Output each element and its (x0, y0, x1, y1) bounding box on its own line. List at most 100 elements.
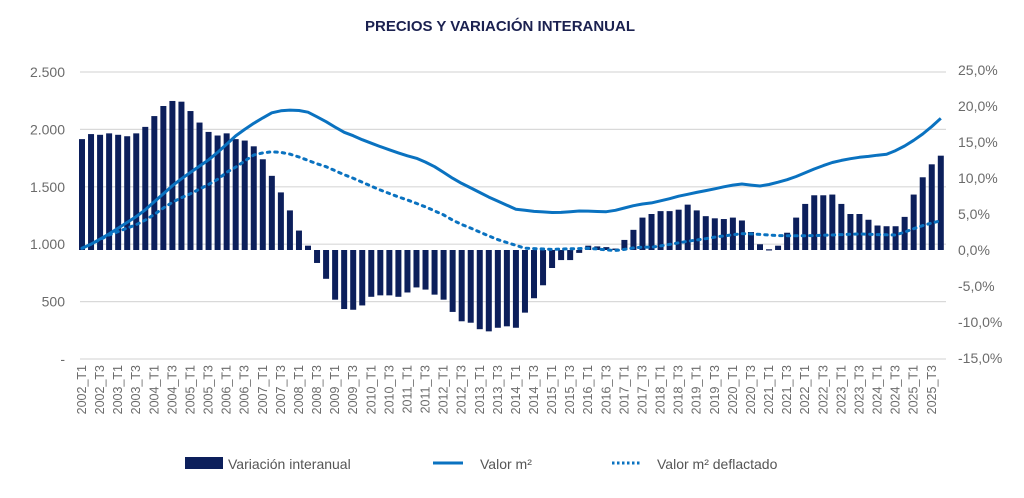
bar (621, 239, 628, 250)
x-tick-label: 2012_T3 (455, 365, 469, 414)
x-tick-label: 2013_T1 (473, 365, 487, 414)
bar (883, 226, 890, 250)
bar (657, 211, 664, 250)
line-valor-m2-deflactado (80, 150, 943, 253)
bar (404, 250, 411, 293)
right-tick-label: 10,0% (958, 170, 998, 186)
bar (368, 250, 375, 297)
bar (693, 210, 700, 250)
x-tick-label: 2005_T3 (202, 365, 216, 414)
x-tick-label: 2008_T3 (310, 365, 324, 414)
bar (784, 232, 791, 250)
bar (295, 230, 302, 250)
bar (494, 250, 501, 328)
bar (937, 155, 944, 250)
x-tick-label: 2006_T1 (220, 365, 234, 414)
bar (503, 250, 510, 327)
bar (811, 195, 818, 250)
bar (576, 250, 583, 253)
bar (775, 245, 782, 250)
bar (684, 204, 691, 250)
legend-item-variacion[interactable]: Variación interanual (185, 456, 351, 472)
x-tick-label: 2002_T3 (93, 365, 107, 414)
bar (874, 225, 881, 250)
x-tick-label: 2005_T1 (183, 365, 197, 414)
bar (540, 250, 547, 286)
bar (919, 177, 926, 250)
bar (142, 126, 149, 250)
legend-label: Valor m² (480, 456, 532, 472)
bar (422, 250, 429, 290)
bar (766, 249, 773, 251)
bar (431, 250, 438, 295)
bar (747, 232, 754, 250)
bar (250, 146, 257, 250)
x-tick-label: 2004_T1 (147, 365, 161, 414)
x-tick-label: 2015_T3 (563, 365, 577, 414)
bar (305, 245, 311, 250)
x-tick-label: 2013_T3 (491, 365, 505, 414)
bar (910, 194, 917, 250)
bar (79, 139, 85, 250)
bar (449, 250, 456, 312)
legend-item-valor[interactable]: Valor m² (433, 456, 532, 472)
bar (413, 250, 420, 288)
bar (277, 192, 284, 250)
right-tick-label: -5,0% (958, 278, 995, 294)
legend: Variación interanual Valor m² Valor m² d… (185, 456, 778, 472)
x-tick-label: 2020_T1 (726, 365, 740, 414)
x-tick-label: 2014_T1 (509, 365, 523, 414)
x-tick-label: 2024_T1 (871, 365, 885, 414)
bar (241, 140, 248, 250)
x-tick-label: 2010_T3 (382, 365, 396, 414)
x-tick-label: 2024_T3 (889, 365, 903, 414)
bar (268, 175, 275, 250)
x-tick-label: 2007_T3 (274, 365, 288, 414)
bar (738, 220, 745, 250)
x-tick-label: 2002_T1 (75, 365, 89, 414)
bar (223, 133, 230, 250)
x-tick-label: 2025_T1 (907, 365, 921, 414)
bar (711, 218, 718, 250)
bar (567, 250, 574, 261)
line-series (80, 108, 943, 253)
right-axis: -15,0% -10,0% -5,0% 0,0% 5,0% 10,0% 15,0% 20,0%… (958, 62, 1002, 366)
x-tick-label: 2020_T3 (744, 365, 758, 414)
right-tick-label: -10,0% (958, 314, 1002, 330)
bar (838, 203, 845, 250)
x-tick-label: 2006_T3 (238, 365, 252, 414)
bar (512, 250, 519, 328)
x-tick-label: 2007_T1 (256, 365, 270, 414)
bar (97, 134, 104, 250)
bar (720, 219, 727, 250)
x-tick-label: 2011_T3 (419, 365, 433, 413)
bar (793, 217, 800, 250)
bar (314, 250, 321, 263)
bar (757, 244, 763, 250)
x-tick-label: 2022_T1 (798, 365, 812, 414)
x-tick-label: 2003_T1 (111, 365, 125, 414)
legend-item-deflactado[interactable]: Valor m² deflactado (612, 456, 778, 472)
bar (133, 133, 140, 250)
bar (160, 106, 167, 250)
bar (359, 250, 366, 306)
x-tick-label: 2017_T1 (617, 365, 631, 414)
bar (88, 134, 95, 250)
right-tick-label: 0,0% (958, 242, 990, 258)
x-tick-label: 2015_T1 (545, 365, 559, 414)
legend-label: Valor m² deflactado (657, 456, 778, 472)
bar (829, 194, 836, 250)
bar (196, 122, 203, 250)
bar (332, 250, 339, 300)
bar (115, 134, 122, 250)
bar (440, 250, 447, 300)
x-tick-label: 2018_T1 (654, 365, 668, 414)
x-tick-label: 2008_T1 (292, 365, 306, 414)
x-tick-label: 2019_T1 (690, 365, 704, 414)
left-tick-label: 1.000 (30, 236, 65, 252)
bar-series-variacion (79, 100, 944, 332)
bar (531, 250, 537, 299)
bar (214, 135, 221, 250)
x-tick-label: 2019_T3 (708, 365, 722, 414)
